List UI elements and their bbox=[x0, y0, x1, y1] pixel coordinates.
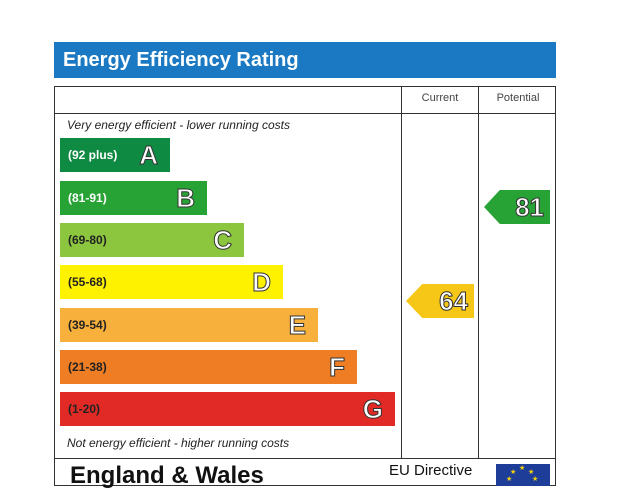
potential-column-divider bbox=[478, 86, 479, 459]
band-a: (92 plus) A bbox=[60, 138, 170, 172]
eu-flag-icon: ★ ★ ★ ★ ★ bbox=[496, 464, 550, 486]
current-rating-arrow-shape bbox=[406, 284, 474, 318]
region-label: England & Wales bbox=[70, 462, 264, 489]
band-c: (69-80) C bbox=[60, 223, 244, 257]
top-note: Very energy efficient - lower running co… bbox=[67, 118, 290, 132]
band-letter: G bbox=[362, 394, 383, 424]
band-range: (81-91) bbox=[68, 191, 107, 205]
band-letter: F bbox=[329, 352, 346, 382]
current-rating-value: 64 bbox=[439, 286, 469, 317]
current-column-header: Current bbox=[421, 92, 459, 104]
band-d: (55-68) D bbox=[60, 265, 283, 299]
band-g: (1-20) G bbox=[60, 392, 395, 426]
rating-title: Energy Efficiency Rating bbox=[54, 42, 556, 78]
band-range: (39-54) bbox=[68, 318, 107, 332]
current-column-divider bbox=[401, 86, 402, 459]
band-letter: B bbox=[176, 183, 196, 213]
band-range: (92 plus) bbox=[68, 148, 118, 162]
header-divider bbox=[54, 113, 556, 114]
band-range: (69-80) bbox=[68, 233, 107, 247]
band-f: (21-38) F bbox=[60, 350, 357, 384]
potential-column-header: Potential bbox=[496, 92, 540, 104]
potential-rating-arrow: 81 bbox=[484, 190, 550, 224]
potential-rating-arrow-shape bbox=[484, 190, 550, 224]
band-letter: D bbox=[252, 267, 272, 297]
band-letter: C bbox=[213, 225, 233, 255]
directive-label: EU Directive bbox=[389, 462, 473, 479]
band-letter: A bbox=[139, 140, 159, 170]
bottom-note: Not energy efficient - higher running co… bbox=[67, 436, 290, 450]
band-b: (81-91) B bbox=[60, 181, 207, 215]
band-range: (21-38) bbox=[68, 360, 107, 374]
band-range: (55-68) bbox=[68, 275, 107, 289]
band-letter: E bbox=[288, 310, 306, 340]
band-e: (39-54) E bbox=[60, 308, 318, 342]
current-rating-arrow: 64 bbox=[406, 284, 474, 318]
band-range: (1-20) bbox=[68, 402, 101, 416]
footer-divider bbox=[54, 458, 556, 459]
potential-rating-value: 81 bbox=[515, 192, 545, 223]
